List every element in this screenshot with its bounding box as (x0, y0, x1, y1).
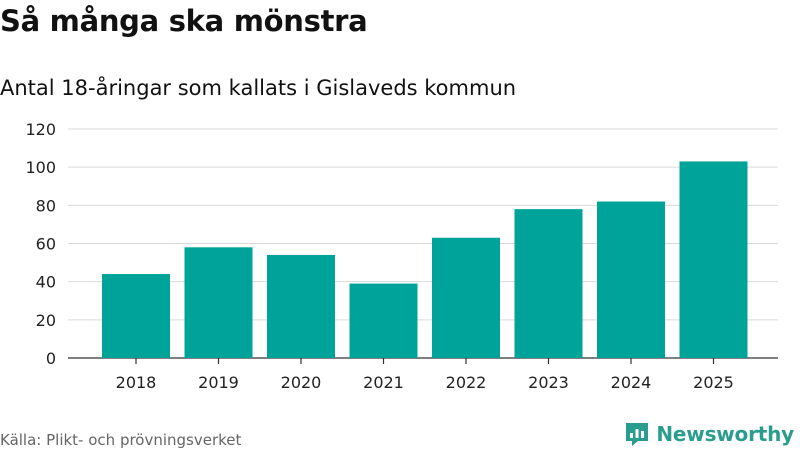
x-tick-label: 2025 (693, 373, 734, 392)
newsworthy-logo[interactable]: Newsworthy (624, 420, 794, 448)
bar-chart: 0 20 40 60 80 100 120 2018 2019 2020 2021 2022 2023… (25, 120, 778, 392)
bar-2024[interactable] (597, 201, 665, 358)
bars (102, 161, 748, 358)
x-tick-label: 2020 (281, 373, 322, 392)
y-tick-label: 0 (46, 349, 56, 368)
y-tick-label: 120 (25, 120, 56, 139)
bar-2020[interactable] (267, 254, 335, 358)
grid-lines (68, 128, 778, 359)
bar-2021[interactable] (349, 283, 418, 358)
bar-2019[interactable] (184, 247, 253, 358)
bar-2018[interactable] (102, 274, 170, 358)
y-tick-label: 40 (36, 273, 56, 292)
y-tick-label: 20 (36, 311, 56, 330)
x-axis-labels: 2018 2019 2020 2021 2022 2023 2024 2025 (116, 358, 734, 392)
bar-2023[interactable] (514, 209, 583, 358)
y-axis-labels: 0 20 40 60 80 100 120 (25, 120, 56, 368)
newsworthy-logo-icon (626, 423, 649, 446)
bar-2025[interactable] (679, 161, 748, 358)
y-tick-label: 80 (36, 196, 56, 215)
y-tick-label: 100 (25, 158, 56, 177)
chart-subtitle: Antal 18-åringar som kallats i Gislaveds… (0, 76, 517, 100)
x-tick-label: 2021 (363, 373, 404, 392)
x-tick-label: 2018 (116, 373, 157, 392)
chart-title: Så många ska mönstra (0, 4, 368, 38)
x-tick-label: 2019 (198, 373, 239, 392)
x-tick-label: 2023 (528, 373, 569, 392)
x-tick-label: 2022 (446, 373, 487, 392)
bar-2022[interactable] (432, 237, 500, 358)
brand-name: Newsworthy (656, 422, 794, 446)
x-tick-label: 2024 (611, 373, 652, 392)
y-tick-label: 60 (36, 235, 56, 254)
source-note: Källa: Plikt- och prövningsverket (0, 431, 242, 449)
